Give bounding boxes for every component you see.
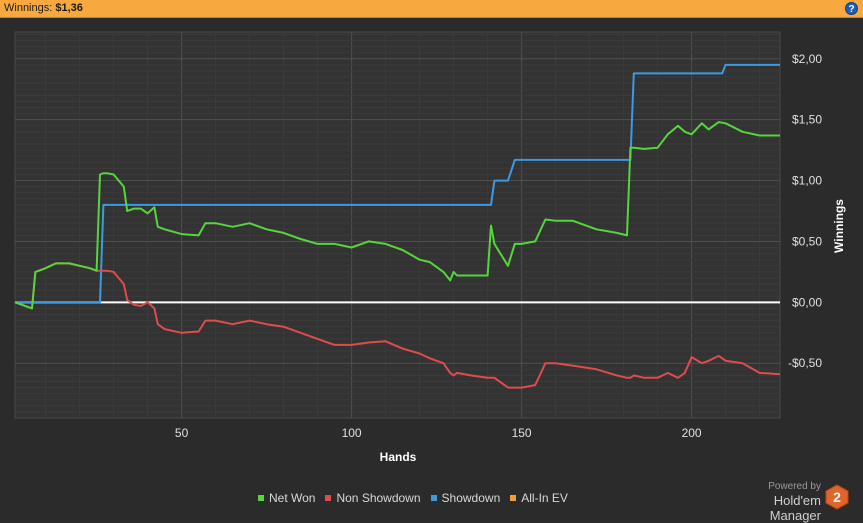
legend-label: Net Won: [269, 491, 316, 505]
brand-name: Hold'em Manager: [769, 493, 821, 523]
powered-by: Powered by Hold'em Manager: [727, 481, 821, 523]
series-line-showdown: [15, 63, 780, 304]
y-tick-label: $0,50: [792, 234, 822, 248]
winnings-chart: 50 100 150 200 $2,00 $1,50 $1,00 $0,50 $0,00 -$0…: [14, 31, 846, 464]
powered-by-text: Powered by: [768, 481, 821, 492]
plot-area: [14, 31, 781, 419]
legend-swatch: [325, 495, 332, 501]
legend-item[interactable]: Net Won: [258, 491, 315, 505]
holdem-manager-logo: 2: [825, 484, 849, 510]
x-tick-label: 50: [175, 426, 189, 440]
x-tick-label: 100: [342, 426, 362, 440]
x-axis-label: Hands: [380, 450, 417, 464]
grid: [15, 32, 780, 418]
legend-label: Non Showdown: [336, 491, 421, 505]
title-bar: Winnings: $1,36 ?: [0, 0, 863, 18]
svg-text:2: 2: [833, 489, 841, 505]
legend-swatch: [510, 495, 517, 501]
legend-item[interactable]: Showdown: [430, 491, 501, 505]
y-tick-label: -$0,50: [788, 356, 822, 370]
winnings-label: Winnings:: [4, 2, 53, 14]
legend-item[interactable]: Non Showdown: [325, 491, 421, 505]
help-icon[interactable]: ?: [845, 2, 858, 15]
y-axis-label: Winnings: [832, 199, 846, 253]
legend-label: Showdown: [441, 491, 501, 505]
chart-legend: Net Won Non Showdown Showdown All-In EV: [258, 491, 568, 505]
y-tick-label: $1,00: [792, 174, 822, 188]
x-tick-label: 150: [512, 426, 532, 440]
winnings-value: $1,36: [55, 2, 83, 14]
series-line-net-won: [14, 121, 780, 310]
x-tick-label: 200: [682, 426, 702, 440]
y-tick-label: $2,00: [792, 52, 822, 66]
y-tick-label: $0,00: [792, 295, 822, 309]
legend-label: All-In EV: [521, 491, 568, 505]
legend-swatch: [430, 495, 437, 501]
y-tick-label: $1,50: [792, 113, 822, 127]
series-line-non-showdown: [14, 262, 781, 389]
legend-item[interactable]: All-In EV: [510, 491, 568, 505]
legend-swatch: [258, 495, 264, 501]
